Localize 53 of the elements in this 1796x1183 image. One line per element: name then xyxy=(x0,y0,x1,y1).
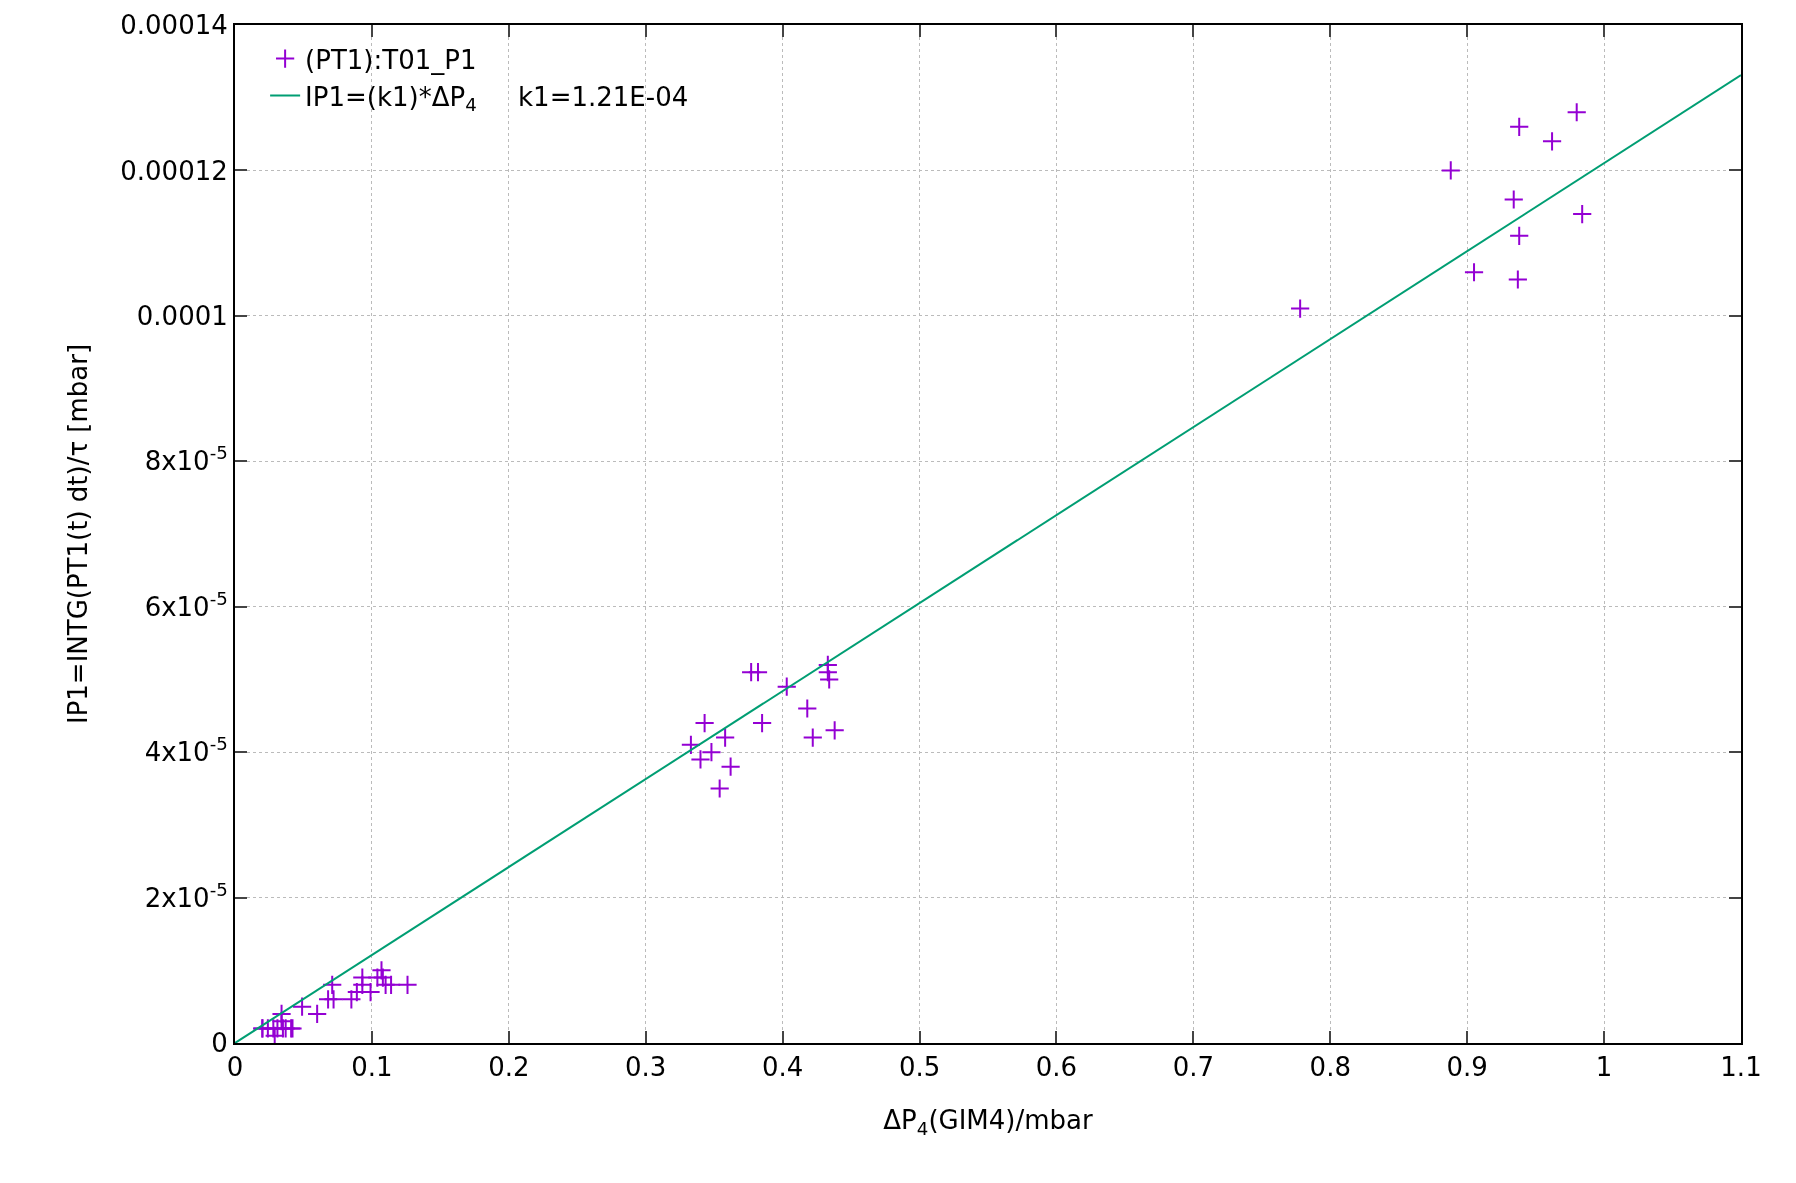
x-tick-label: 1 xyxy=(1595,1052,1613,1083)
x-tick-label: 0.1 xyxy=(351,1052,393,1083)
point xyxy=(802,727,823,748)
text: IP1=(k1)*ΔP$_{4}$ k1=1.21E-04 xyxy=(305,81,689,115)
legend-label: (PT1):T01_P1 xyxy=(305,44,477,75)
point xyxy=(694,712,715,734)
x-tick-label: 1.1 xyxy=(1720,1052,1762,1083)
point xyxy=(323,989,344,1010)
point xyxy=(1507,269,1528,290)
point xyxy=(322,974,343,995)
x-tick-label: 0.9 xyxy=(1446,1052,1488,1083)
x-tick-label: 0.8 xyxy=(1309,1052,1351,1083)
y-tick-label: 2x10$^{-5}$ xyxy=(144,878,228,913)
x-tick-label: 0.3 xyxy=(625,1052,667,1083)
point xyxy=(797,698,818,719)
point xyxy=(709,778,730,799)
point xyxy=(1440,160,1461,181)
y-tick-label: 0.00014 xyxy=(120,10,228,41)
point xyxy=(776,676,797,697)
point xyxy=(341,989,362,1010)
point xyxy=(715,727,736,748)
x-tick-label: 0.2 xyxy=(488,1052,530,1083)
point xyxy=(307,1003,328,1025)
y-tick-label: 4x10$^{-5}$ xyxy=(144,733,228,768)
point xyxy=(819,669,840,690)
point xyxy=(1541,131,1563,152)
y-tick-label: 8x10$^{-5}$ xyxy=(144,442,228,477)
point xyxy=(1572,203,1593,225)
point xyxy=(701,742,722,763)
point xyxy=(1566,102,1587,123)
x-axis-title: ΔP$_{4}$(GIM4)/mbar xyxy=(883,1105,1093,1139)
point xyxy=(747,662,769,683)
point xyxy=(690,749,711,770)
point xyxy=(1463,262,1485,283)
point xyxy=(1290,298,1311,319)
point xyxy=(817,662,838,683)
x-tick-label: 0.7 xyxy=(1172,1052,1215,1083)
point xyxy=(1509,116,1530,137)
x-tick-label: 0.5 xyxy=(898,1052,941,1083)
point xyxy=(720,756,741,777)
point xyxy=(1503,189,1524,210)
y-tick-label: 0.0001 xyxy=(136,300,228,331)
x-tick-label: 0.4 xyxy=(761,1052,804,1083)
point xyxy=(752,712,773,734)
point xyxy=(397,974,418,995)
point xyxy=(1509,225,1530,246)
y-axis-title: IP1=INTG(PT1(t) dt)/τ [mbar] xyxy=(63,343,94,725)
point xyxy=(291,996,313,1017)
x-tick-label: 0.6 xyxy=(1035,1052,1078,1083)
y-tick-label: 0.00012 xyxy=(120,155,228,186)
y-tick-label: 6x10$^{-5}$ xyxy=(144,587,228,622)
point xyxy=(824,720,845,741)
y-tick-label: 0 xyxy=(211,1028,228,1059)
